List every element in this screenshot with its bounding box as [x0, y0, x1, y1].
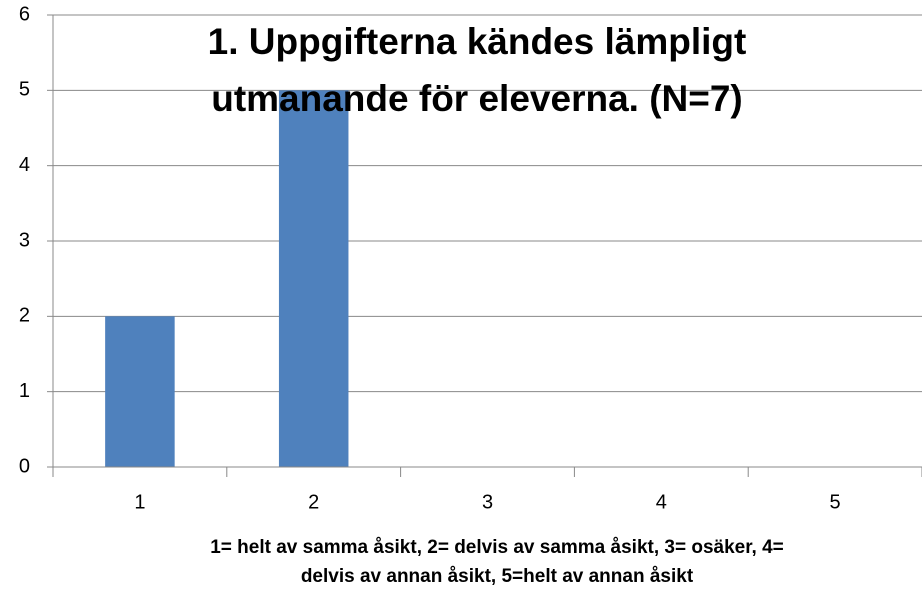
x-tick-label: 4 [656, 491, 667, 513]
y-tick-label: 5 [19, 79, 30, 101]
x-tick-label: 5 [830, 491, 841, 513]
x-tick-label: 2 [308, 491, 319, 513]
y-tick-label: 1 [19, 380, 30, 402]
y-tick-label: 0 [19, 455, 30, 477]
y-tick-label: 2 [19, 305, 30, 327]
bar [105, 316, 175, 467]
y-tick-label: 4 [19, 154, 30, 176]
x-tick-label: 3 [482, 491, 493, 513]
x-axis-label: delvis av annan åsikt, 5=helt av annan å… [301, 566, 694, 587]
y-tick-label: 6 [19, 3, 30, 25]
chart-title: 1. Uppgifterna kändes lämpligt [208, 21, 747, 62]
x-axis-label: 1= helt av samma åsikt, 2= delvis av sam… [210, 537, 784, 558]
bar [278, 90, 349, 467]
plot-area: 0 1 2 3 4 5 6 1 2 3 4 5 [19, 3, 922, 513]
y-tick-label: 3 [19, 229, 30, 251]
chart-title: utmanande för eleverna. (N=7) [211, 78, 743, 119]
x-tick-label: 1 [134, 491, 145, 513]
